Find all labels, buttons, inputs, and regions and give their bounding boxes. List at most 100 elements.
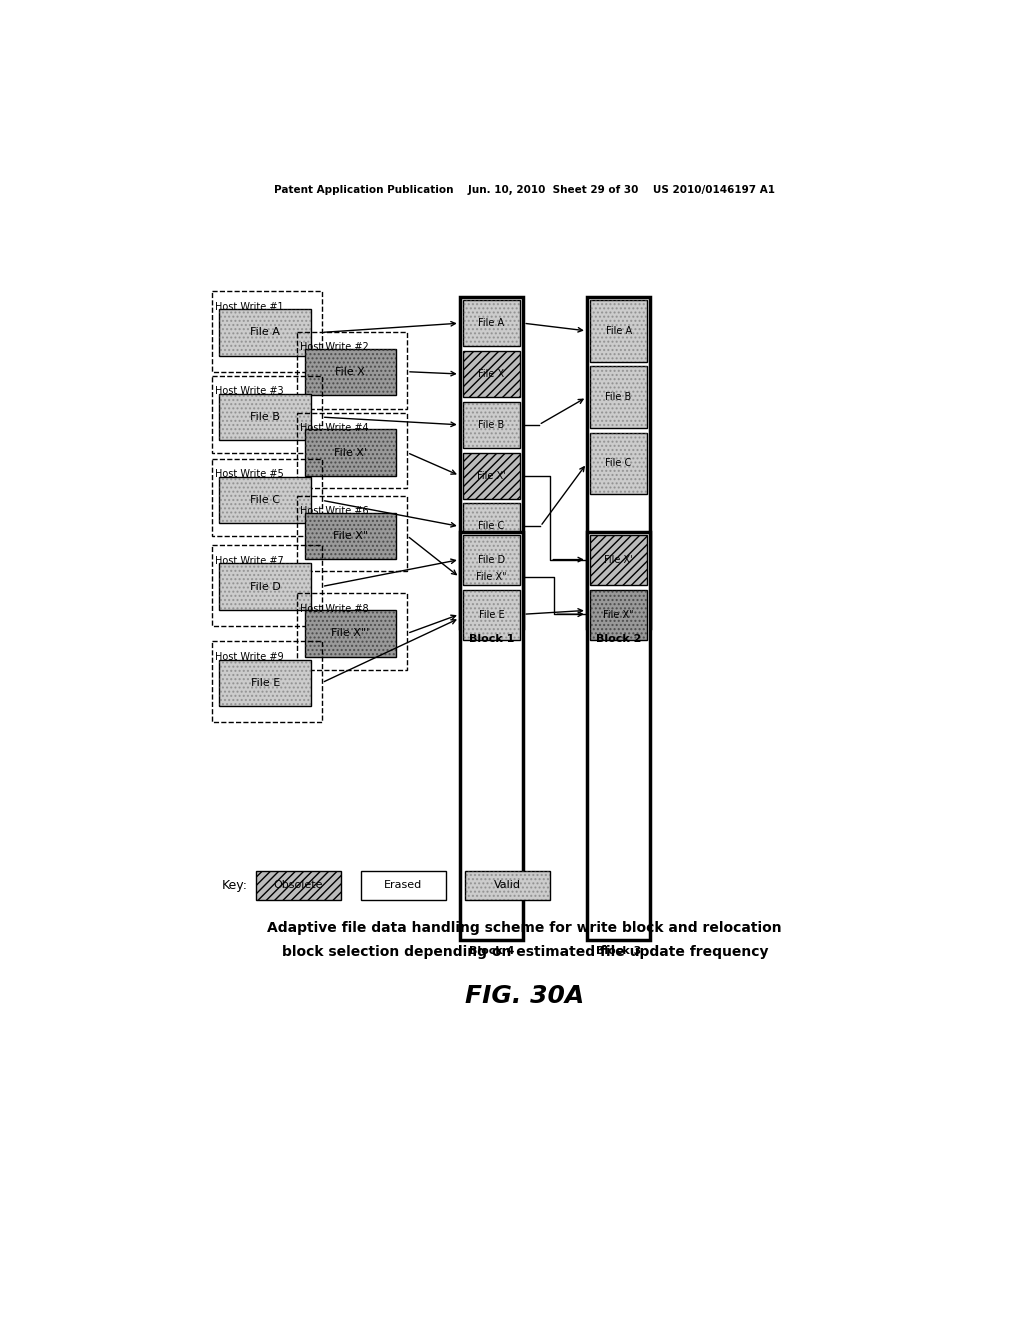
Text: File E: File E <box>251 677 280 688</box>
Text: File X': File X' <box>604 554 633 565</box>
Bar <box>463 351 520 397</box>
Text: File X': File X' <box>477 471 506 480</box>
Text: File D: File D <box>250 582 281 591</box>
Bar <box>219 395 311 441</box>
Bar <box>219 309 311 355</box>
Bar <box>212 545 322 626</box>
Bar <box>305 610 396 656</box>
Text: File A: File A <box>250 327 281 338</box>
Text: block selection depending on estimated file update frequency: block selection depending on estimated f… <box>282 945 768 960</box>
Bar <box>219 395 311 441</box>
Bar <box>465 871 550 900</box>
Bar <box>590 535 647 585</box>
Text: File C: File C <box>605 458 632 469</box>
Bar <box>212 459 322 536</box>
Text: Block 2: Block 2 <box>596 635 641 644</box>
Bar <box>219 478 311 524</box>
Text: Block 4: Block 4 <box>469 946 514 956</box>
Text: Valid: Valid <box>495 880 521 890</box>
Bar <box>305 429 396 475</box>
Text: Host Write #6: Host Write #6 <box>300 507 369 516</box>
Text: File D: File D <box>478 554 505 565</box>
Bar <box>587 532 650 940</box>
Text: Host Write #5: Host Write #5 <box>215 470 284 479</box>
Bar <box>256 871 341 900</box>
Bar <box>219 660 311 706</box>
Text: File C: File C <box>250 495 281 506</box>
Text: Host Write #7: Host Write #7 <box>215 556 284 566</box>
Bar <box>212 642 322 722</box>
Bar <box>212 376 322 453</box>
Bar <box>590 433 647 494</box>
Bar <box>590 300 647 362</box>
Bar <box>463 503 520 549</box>
Text: Patent Application Publication    Jun. 10, 2010  Sheet 29 of 30    US 2010/01461: Patent Application Publication Jun. 10, … <box>274 185 775 195</box>
Text: Host Write #9: Host Write #9 <box>215 652 284 661</box>
Text: File A: File A <box>605 326 632 335</box>
Bar <box>590 590 647 640</box>
Bar <box>590 433 647 494</box>
Bar <box>219 564 311 610</box>
Bar <box>587 297 650 628</box>
Bar <box>305 512 396 558</box>
Bar <box>360 871 445 900</box>
Text: Host Write #8: Host Write #8 <box>300 605 369 614</box>
Bar <box>305 348 396 395</box>
Text: Obsolete: Obsolete <box>273 880 324 890</box>
Bar <box>297 412 407 488</box>
Bar <box>297 594 407 671</box>
Text: Host Write #3: Host Write #3 <box>215 387 284 396</box>
Text: File B: File B <box>250 412 281 422</box>
Bar <box>305 429 396 475</box>
Text: File B: File B <box>478 420 505 430</box>
Bar <box>460 532 523 940</box>
Bar <box>463 351 520 397</box>
Bar <box>590 367 647 428</box>
Bar <box>256 871 341 900</box>
Bar <box>219 564 311 610</box>
Bar <box>219 478 311 524</box>
Bar <box>590 590 647 640</box>
Bar <box>463 590 520 640</box>
Text: File A: File A <box>478 318 505 329</box>
Text: FIG. 30A: FIG. 30A <box>465 983 585 1008</box>
Text: Erased: Erased <box>384 880 422 890</box>
Bar <box>590 535 647 585</box>
Bar <box>219 660 311 706</box>
Bar <box>460 297 523 628</box>
Text: Block 1: Block 1 <box>469 635 514 644</box>
Text: File X': File X' <box>334 447 367 458</box>
Bar <box>463 535 520 585</box>
Text: File X": File X" <box>333 531 368 541</box>
Text: File X: File X <box>336 367 366 376</box>
Bar <box>297 496 407 572</box>
Bar <box>463 401 520 447</box>
Bar <box>463 503 520 549</box>
Bar <box>590 367 647 428</box>
Text: Block 3: Block 3 <box>596 946 641 956</box>
Bar <box>463 453 520 499</box>
Text: File C: File C <box>478 521 505 532</box>
Text: Host Write #2: Host Write #2 <box>300 342 369 352</box>
Bar <box>463 300 520 346</box>
Text: File X: File X <box>478 370 505 379</box>
Text: File B: File B <box>605 392 632 403</box>
Bar <box>463 590 520 640</box>
Text: Key:: Key: <box>222 879 248 892</box>
Bar <box>463 554 520 601</box>
Text: Adaptive file data handling scheme for write block and relocation: Adaptive file data handling scheme for w… <box>267 921 782 935</box>
Bar <box>305 348 396 395</box>
Bar <box>465 871 550 900</box>
Text: File X": File X" <box>603 610 634 619</box>
Bar <box>297 331 407 409</box>
Text: File X"': File X"' <box>332 628 370 639</box>
Bar <box>590 300 647 362</box>
Bar <box>463 453 520 499</box>
Bar <box>463 300 520 346</box>
Bar <box>212 290 322 372</box>
Text: File E: File E <box>478 610 504 619</box>
Bar <box>305 512 396 558</box>
Text: Host Write #4: Host Write #4 <box>300 424 369 433</box>
Text: File X": File X" <box>476 573 507 582</box>
Bar <box>463 554 520 601</box>
